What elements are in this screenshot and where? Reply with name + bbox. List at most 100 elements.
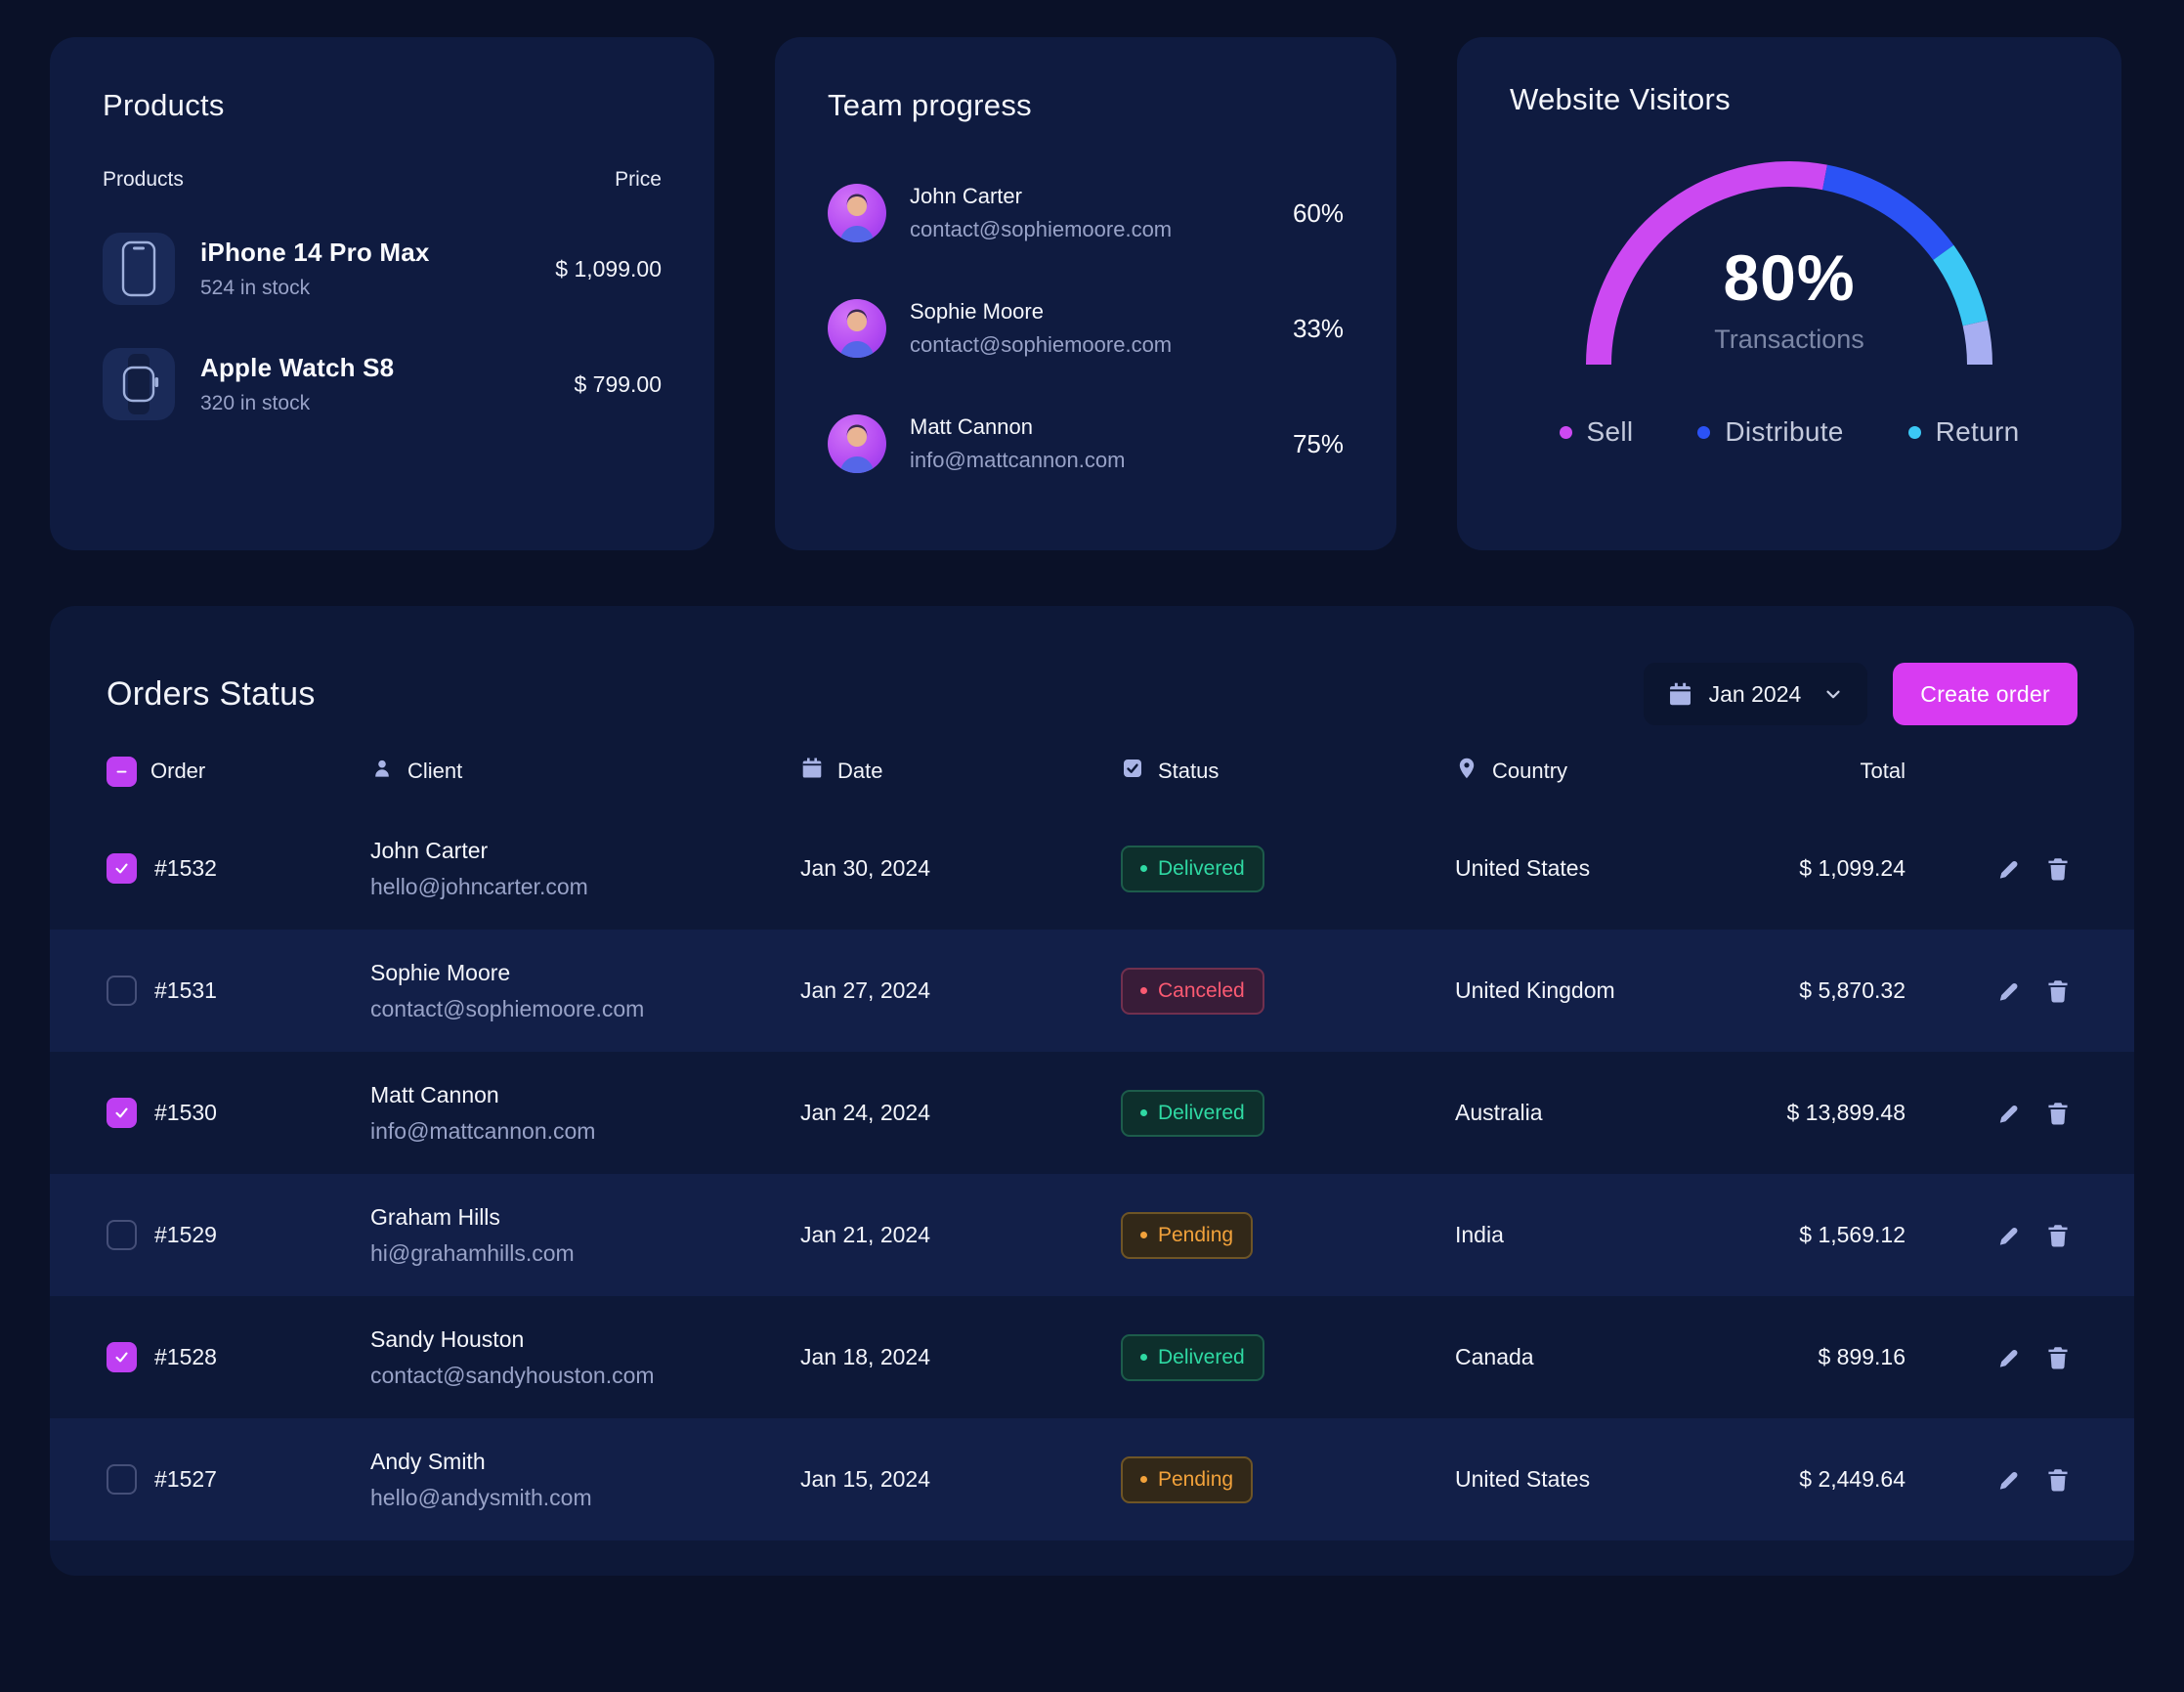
- status-badge: Delivered: [1121, 845, 1264, 892]
- product-image-tile: [103, 233, 175, 305]
- order-id: #1527: [154, 1466, 217, 1492]
- orders-table-header: Order Client Date Status: [50, 735, 2134, 807]
- column-label-status: Status: [1158, 759, 1220, 783]
- website-visitors-title: Website Visitors: [1510, 82, 1731, 116]
- order-table-row: #1531 Sophie Moore contact@sophiemoore.c…: [50, 930, 2134, 1052]
- edit-button[interactable]: [1995, 855, 2023, 883]
- status-label: Pending: [1158, 1467, 1234, 1491]
- delete-button[interactable]: [2044, 1466, 2072, 1494]
- client-name: Sophie Moore: [370, 959, 511, 985]
- client-email: hello@andysmith.com: [370, 1484, 592, 1510]
- legend-label: Sell: [1586, 416, 1634, 447]
- order-id: #1532: [154, 855, 217, 881]
- order-total: $ 1,569.12: [1799, 1222, 1906, 1247]
- order-id: #1529: [154, 1222, 217, 1247]
- status-label: Delivered: [1158, 856, 1245, 880]
- team-member-row: Sophie Moore contact@sophiemoore.com 33%: [828, 299, 1344, 358]
- orders-table-body: #1532 John Carter hello@johncarter.com J…: [50, 807, 2134, 1540]
- delete-button[interactable]: [2044, 1222, 2072, 1249]
- product-price: $ 1,099.00: [555, 255, 662, 282]
- column-label-country: Country: [1492, 759, 1568, 783]
- legend-label: Return: [1935, 416, 2020, 447]
- legend-dot: [1697, 425, 1711, 439]
- delete-button[interactable]: [2044, 855, 2072, 883]
- team-progress-card: Team progress John Carter contact@sophie…: [775, 37, 1396, 550]
- client-email: contact@sandyhouston.com: [370, 1362, 655, 1388]
- member-info: Matt Cannon info@mattcannon.com: [910, 414, 1293, 473]
- status-label: Delivered: [1158, 1345, 1245, 1368]
- row-checkbox[interactable]: [107, 1220, 137, 1250]
- status-dot: [1140, 987, 1147, 994]
- product-stock: 320 in stock: [200, 392, 311, 414]
- order-table-row: #1529 Graham Hills hi@grahamhills.com Ja…: [50, 1174, 2134, 1296]
- select-all-checkbox[interactable]: [107, 756, 137, 787]
- avatar: [828, 184, 886, 242]
- status-badge: Delivered: [1121, 1089, 1264, 1137]
- status-cell: Delivered: [1121, 1089, 1455, 1137]
- status-cell: Pending: [1121, 1455, 1455, 1503]
- client-cell: Andy Smith hello@andysmith.com: [370, 1449, 800, 1511]
- website-visitors-card: Website Visitors 80% Transactions Sell D…: [1457, 37, 2121, 550]
- status-cell: Delivered: [1121, 845, 1455, 892]
- calendar-icon: [1667, 681, 1693, 708]
- order-date: Jan 15, 2024: [800, 1466, 931, 1492]
- status-label: Pending: [1158, 1223, 1234, 1246]
- row-checkbox[interactable]: [107, 1098, 137, 1128]
- order-table-row: #1530 Matt Cannon info@mattcannon.com Ja…: [50, 1052, 2134, 1174]
- column-label-client: Client: [407, 759, 463, 783]
- edit-button[interactable]: [1995, 1100, 2023, 1127]
- status-label: Delivered: [1158, 1101, 1245, 1124]
- trash-icon: [2048, 1468, 2068, 1492]
- member-email: contact@sophiemoore.com: [910, 332, 1173, 357]
- column-header-date: Date: [800, 757, 1121, 786]
- delete-button[interactable]: [2044, 977, 2072, 1005]
- status-dot: [1140, 1109, 1147, 1116]
- member-info: Sophie Moore contact@sophiemoore.com: [910, 299, 1293, 358]
- client-name: John Carter: [370, 837, 489, 863]
- gauge-legend: Sell Distribute Return: [1510, 416, 2069, 448]
- delete-button[interactable]: [2044, 1344, 2072, 1371]
- delete-button[interactable]: [2044, 1100, 2072, 1127]
- row-checkbox[interactable]: [107, 853, 137, 884]
- edit-button[interactable]: [1995, 1222, 2023, 1249]
- orders-panel-header: Orders Status Jan 2024 Create order: [107, 659, 2077, 729]
- row-checkbox[interactable]: [107, 976, 137, 1006]
- checkbox-checked-icon: [1121, 757, 1144, 786]
- row-checkbox[interactable]: [107, 1464, 137, 1495]
- status-dot: [1140, 865, 1147, 872]
- column-label-date: Date: [837, 759, 883, 783]
- edit-button[interactable]: [1995, 1344, 2023, 1371]
- status-dot: [1140, 1354, 1147, 1361]
- member-progress-percent: 33%: [1292, 313, 1344, 343]
- order-date: Jan 21, 2024: [800, 1222, 931, 1247]
- pencil-icon: [1999, 1227, 2018, 1245]
- order-date: Jan 30, 2024: [800, 855, 931, 881]
- status-cell: Delivered: [1121, 1333, 1455, 1381]
- trash-icon: [2048, 1102, 2068, 1125]
- avatar: [828, 299, 886, 358]
- products-list: iPhone 14 Pro Max 524 in stock $ 1,099.0…: [103, 233, 662, 420]
- create-order-button[interactable]: Create order: [1893, 663, 2077, 725]
- order-date: Jan 18, 2024: [800, 1344, 931, 1369]
- member-name: Matt Cannon: [910, 414, 1033, 439]
- client-email: info@mattcannon.com: [370, 1117, 596, 1144]
- client-email: hello@johncarter.com: [370, 873, 588, 899]
- legend-dot: [1559, 425, 1572, 439]
- column-label-order: Order: [150, 759, 206, 783]
- date-filter-dropdown[interactable]: Jan 2024: [1643, 663, 1868, 725]
- order-id: #1530: [154, 1100, 217, 1125]
- column-header-country: Country: [1455, 757, 1768, 786]
- row-checkbox[interactable]: [107, 1342, 137, 1372]
- edit-button[interactable]: [1995, 977, 2023, 1005]
- column-header-total: Total: [1768, 759, 1941, 784]
- column-header-client: Client: [370, 757, 800, 786]
- gauge-label: Transactions: [1714, 325, 1864, 354]
- gauge-chart: [1586, 161, 1992, 366]
- pencil-icon: [1999, 1349, 2018, 1367]
- person-avatar-silhouette: [840, 309, 874, 358]
- status-badge: Pending: [1121, 1455, 1254, 1503]
- order-id: #1531: [154, 977, 217, 1003]
- edit-button[interactable]: [1995, 1466, 2023, 1494]
- legend-label: Distribute: [1725, 416, 1844, 447]
